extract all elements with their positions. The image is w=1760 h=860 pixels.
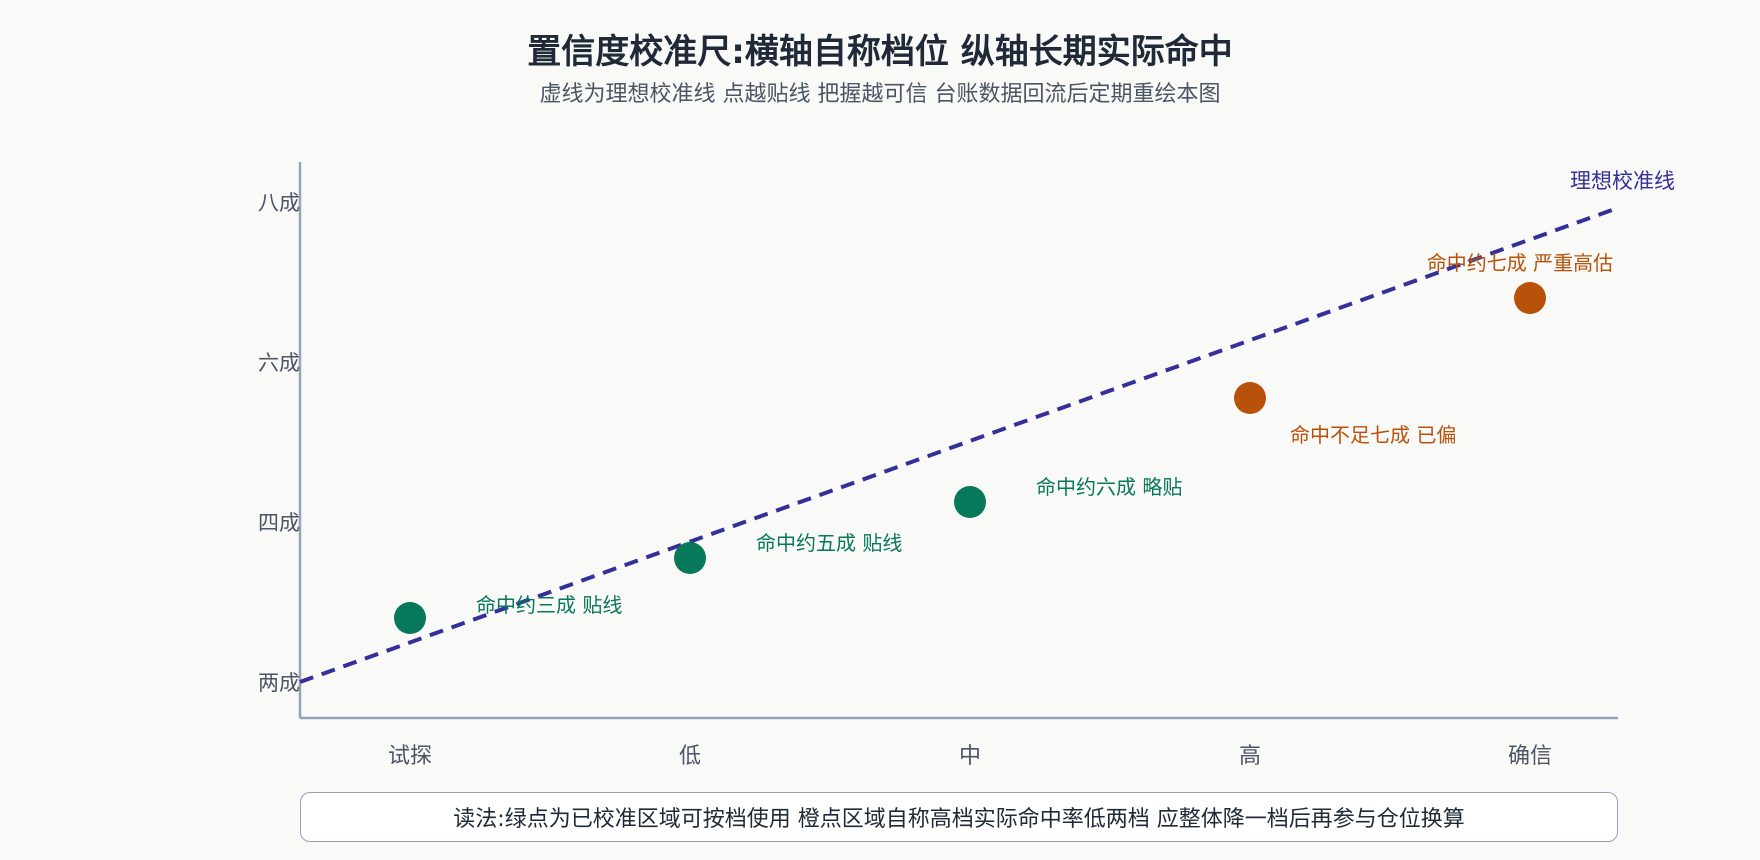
data-point-calibrated — [674, 542, 706, 574]
reading-note: 读法:绿点为已校准区域可按档使用 橙点区域自称高档实际命中率低两档 应整体降一档… — [300, 792, 1618, 842]
x-tick-label: 中 — [959, 744, 981, 769]
y-tick-label: 两成 — [258, 671, 300, 695]
x-tick-label: 高 — [1239, 744, 1261, 769]
ideal-line-label: 理想校准线 — [1570, 169, 1675, 193]
data-point-overconfident — [1234, 382, 1266, 414]
data-point-label: 命中约六成 略贴 — [1036, 475, 1182, 499]
data-point-overconfident — [1514, 282, 1546, 314]
y-tick-label: 六成 — [258, 351, 300, 375]
data-point-label: 命中不足七成 已偏 — [1290, 423, 1456, 447]
ideal-calibration-line — [299, 208, 1613, 684]
data-point-calibrated — [954, 486, 986, 518]
y-tick-label: 八成 — [258, 191, 300, 215]
data-point-label: 命中约三成 贴线 — [476, 593, 622, 617]
chart-title: 置信度校准尺:横轴自称档位 纵轴长期实际命中 — [527, 32, 1233, 72]
y-tick-label: 四成 — [258, 511, 300, 535]
chart-subtitle: 虚线为理想校准线 点越贴线 把握越可信 台账数据回流后定期重绘本图 — [539, 82, 1221, 107]
x-tick-label: 确信 — [1508, 744, 1552, 769]
data-point-label: 命中约七成 严重高估 — [1427, 251, 1613, 275]
data-point-label: 命中约五成 贴线 — [756, 531, 902, 555]
x-tick-label: 低 — [679, 744, 701, 769]
data-point-calibrated — [394, 602, 426, 634]
x-tick-label: 试探 — [388, 744, 432, 769]
